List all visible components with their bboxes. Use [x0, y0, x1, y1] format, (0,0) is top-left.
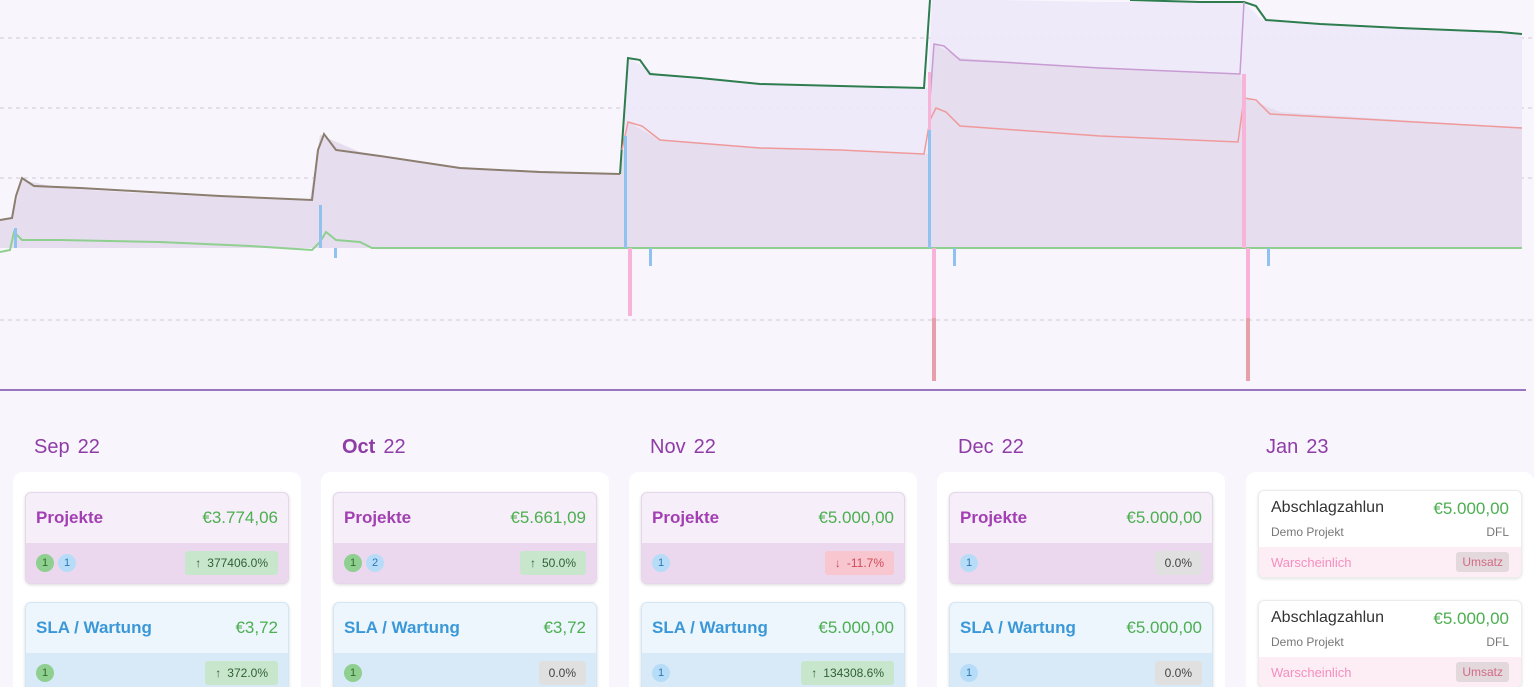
count-badge: 1	[960, 554, 978, 572]
count-badge: 1	[58, 554, 76, 572]
invoice-project: Demo Projekt	[1271, 525, 1344, 539]
card-title: SLA / Wartung	[344, 618, 460, 637]
month-column-jan: Abschlagzahlun €5.000,00 Demo Projekt DF…	[1246, 472, 1534, 687]
count-badge: 1	[652, 664, 670, 682]
invoice-code: DFL	[1486, 525, 1509, 539]
invoice-card[interactable]: Abschlagzahlun €5.000,00 Demo Projekt DF…	[1258, 490, 1522, 578]
trend-badge: ↑ 372.0%	[205, 661, 278, 685]
month-header-sep: Sep 22	[34, 436, 100, 459]
arrow-up-icon: ↑	[811, 666, 818, 680]
invoice-name: Abschlagzahlun	[1271, 499, 1384, 516]
count-badge: 1	[36, 554, 54, 572]
card-title: Projekte	[36, 508, 104, 527]
project-total-line	[619, 0, 1523, 175]
cumulative-line	[0, 131, 621, 221]
arrow-up-icon: ↑	[529, 556, 536, 570]
card-title: Projekte	[960, 508, 1028, 527]
month-name: Jan	[1266, 436, 1299, 458]
arrow-up-icon: ↑	[195, 556, 202, 570]
trend-value: -11.7%	[846, 556, 884, 570]
invoice-status: Warscheinlich	[1271, 664, 1352, 680]
card-title: SLA / Wartung	[960, 618, 1076, 637]
red-line	[621, 97, 1523, 155]
trend-value: 0.0%	[548, 666, 576, 680]
card-amount: €3,72	[235, 618, 278, 637]
month-header-jan: Jan 23	[1266, 436, 1329, 459]
month-name: Nov	[650, 436, 686, 458]
month-name: Dec	[958, 436, 994, 458]
month-year: 22	[77, 436, 100, 458]
bars	[14, 72, 1270, 381]
invoice-status: Warscheinlich	[1271, 554, 1352, 570]
projekte-card[interactable]: Projekte €3.774,06 1 1 ↑ 377406.0%	[25, 492, 289, 584]
invoice-amount: €5.000,00	[1433, 609, 1509, 628]
invoice-amount: €5.000,00	[1433, 499, 1509, 518]
card-amount: €3,72	[543, 618, 586, 637]
card-amount: €5.000,00	[818, 508, 894, 527]
month-header-dec: Dec 22	[958, 436, 1024, 459]
count-badge: 1	[344, 664, 362, 682]
month-year: 22	[383, 436, 406, 458]
count-badge: 1	[652, 554, 670, 572]
projekte-card[interactable]: Projekte €5.000,00 1 0.0%	[949, 492, 1213, 584]
count-badge: 1	[960, 664, 978, 682]
count-badge: 1	[344, 554, 362, 572]
card-title: Projekte	[344, 508, 412, 527]
month-column-sep: Projekte €3.774,06 1 1 ↑ 377406.0% SLA / …	[13, 472, 301, 687]
count-badge: 2	[366, 554, 384, 572]
trend-value: 377406.0%	[207, 556, 268, 570]
month-name: Oct	[342, 436, 376, 458]
trend-value: 134308.6%	[823, 666, 884, 680]
month-name: Sep	[34, 436, 70, 458]
trend-badge: 0.0%	[538, 661, 586, 685]
trend-value: 372.0%	[227, 666, 268, 680]
sla-card[interactable]: SLA / Wartung €5.000,00 1 0.0%	[949, 602, 1213, 687]
trend-value: 0.0%	[1164, 666, 1192, 680]
month-header-oct: Oct 22	[342, 436, 406, 459]
card-amount: €5.000,00	[1126, 618, 1202, 637]
trend-badge: 0.0%	[1154, 551, 1202, 575]
trend-badge: 0.0%	[1154, 661, 1202, 685]
invoice-project: Demo Projekt	[1271, 635, 1344, 649]
projekte-card[interactable]: Projekte €5.661,09 1 2 ↑ 50.0%	[333, 492, 597, 584]
revenue-chart	[0, 0, 1534, 391]
month-year: 22	[1001, 436, 1024, 458]
card-amount: €5.000,00	[818, 618, 894, 637]
sla-card[interactable]: SLA / Wartung €3,72 1 0.0%	[333, 602, 597, 687]
month-year: 23	[1306, 436, 1329, 458]
month-year: 22	[693, 436, 716, 458]
card-amount: €5.661,09	[510, 508, 586, 527]
trend-badge: ↓ -11.7%	[824, 551, 894, 575]
trend-value: 50.0%	[541, 556, 576, 570]
invoice-name: Abschlagzahlun	[1271, 609, 1384, 626]
month-column-nov: Projekte €5.000,00 1 ↓ -11.7% SLA / Wartu…	[629, 472, 917, 687]
projekte-card[interactable]: Projekte €5.000,00 1 ↓ -11.7%	[641, 492, 905, 584]
card-title: SLA / Wartung	[36, 618, 152, 637]
invoice-tag: Umsatz	[1456, 552, 1509, 572]
committed-area	[0, 44, 1522, 248]
month-column-oct: Projekte €5.661,09 1 2 ↑ 50.0% SLA / Wart…	[321, 472, 609, 687]
invoice-card[interactable]: Abschlagzahlun €5.000,00 Demo Projekt DF…	[1258, 600, 1522, 687]
month-header-nov: Nov 22	[650, 436, 716, 459]
arrow-up-icon: ↑	[215, 666, 222, 680]
card-title: Projekte	[652, 508, 720, 527]
count-badge: 1	[36, 664, 54, 682]
invoice-code: DFL	[1486, 635, 1509, 649]
card-title: SLA / Wartung	[652, 618, 768, 637]
trend-badge: ↑ 377406.0%	[185, 551, 278, 575]
trend-value: 0.0%	[1164, 556, 1192, 570]
invoice-tag: Umsatz	[1456, 662, 1509, 682]
card-amount: €3.774,06	[202, 508, 278, 527]
sla-card[interactable]: SLA / Wartung €3,72 1 ↑ 372.0%	[25, 602, 289, 687]
sla-card[interactable]: SLA / Wartung €5.000,00 1 ↑ 134308.6%	[641, 602, 905, 687]
card-amount: €5.000,00	[1126, 508, 1202, 527]
pipeline-line	[929, 1, 1245, 101]
trend-badge: ↑ 134308.6%	[801, 661, 894, 685]
arrow-down-icon: ↓	[834, 556, 841, 570]
month-column-dec: Projekte €5.000,00 1 0.0% SLA / Wartung …	[937, 472, 1225, 687]
trend-badge: ↑ 50.0%	[519, 551, 586, 575]
